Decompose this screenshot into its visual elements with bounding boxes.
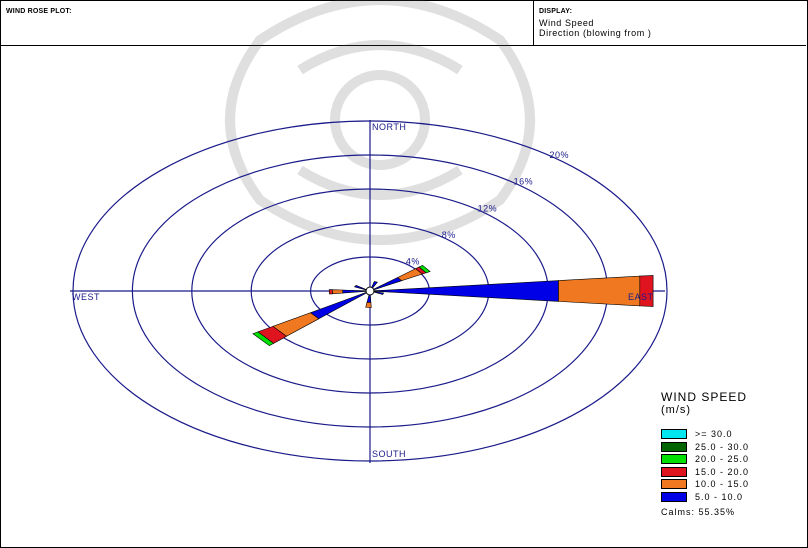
display-direction: Direction (blowing from ): [539, 28, 652, 38]
west-label: WEST: [72, 292, 100, 302]
petals-layer: [252, 264, 654, 347]
legend-unit: (m/s): [661, 404, 692, 416]
petal-segment: [365, 301, 372, 308]
legend-title: WIND SPEED: [661, 390, 748, 404]
petal-segment: [639, 275, 654, 307]
legend-swatch: [661, 466, 687, 477]
petal-segment: [342, 289, 367, 294]
ring-label: 8%: [442, 230, 456, 240]
legend-label: 10.0 - 15.0: [695, 479, 750, 490]
header-bar: WIND ROSE PLOT: DISPLAY: Wind Speed Dire…: [0, 0, 806, 46]
ring-label: 4%: [406, 256, 420, 266]
legend-item: >= 30.0: [661, 428, 801, 441]
east-label: EAST: [628, 292, 654, 302]
south-label: SOUTH: [372, 449, 406, 459]
calm-circle: [365, 286, 375, 296]
watermark-logo: [225, 0, 535, 245]
petal-segment: [328, 289, 333, 295]
legend-item: 5.0 - 10.0: [661, 491, 801, 504]
legend-label: 15.0 - 20.0: [695, 466, 750, 477]
ring-label: 20%: [549, 150, 569, 160]
legend-item: 15.0 - 20.0: [661, 466, 801, 479]
petal-segment: [353, 284, 368, 291]
north-label: NORTH: [372, 122, 406, 132]
header-divider: [533, 0, 534, 45]
petal-segment: [331, 289, 344, 295]
legend-label: 20.0 - 25.0: [695, 454, 750, 465]
legend: WIND SPEED (m/s) >= 30.0 25.0 - 30.0 20.…: [661, 391, 801, 517]
legend-swatch: [661, 479, 687, 490]
ring-label: 12%: [478, 203, 498, 213]
petal-segment: [373, 280, 559, 302]
display-caption: DISPLAY:: [539, 8, 573, 15]
legend-item: 10.0 - 15.0: [661, 478, 801, 491]
petal-segment: [418, 264, 431, 274]
legend-item: 20.0 - 25.0: [661, 453, 801, 466]
petal-segment: [372, 277, 403, 291]
legend-swatch: [661, 454, 687, 465]
legend-label: 5.0 - 10.0: [695, 491, 744, 502]
display-wind-speed: Wind Speed: [539, 18, 595, 28]
wind-rose-chart: 4% 8% 12% 16% 20% NORTH EAST SOUTH WEST: [70, 120, 668, 463]
plot-title: WIND ROSE PLOT:: [6, 8, 72, 15]
ring-labels-layer: 4% 8% 12% 16% 20%: [406, 150, 569, 266]
legend-swatch: [661, 441, 687, 452]
petal-segment: [309, 291, 368, 320]
legend-item: 25.0 - 30.0: [661, 441, 801, 454]
calms-value: Calms: 55.35%: [661, 507, 736, 517]
legend-swatch: [661, 491, 687, 502]
legend-swatch: [661, 429, 687, 440]
ring-label: 16%: [514, 177, 534, 187]
legend-label: >= 30.0: [695, 429, 733, 440]
petal-segment: [252, 331, 275, 347]
legend-label: 25.0 - 30.0: [695, 441, 750, 452]
